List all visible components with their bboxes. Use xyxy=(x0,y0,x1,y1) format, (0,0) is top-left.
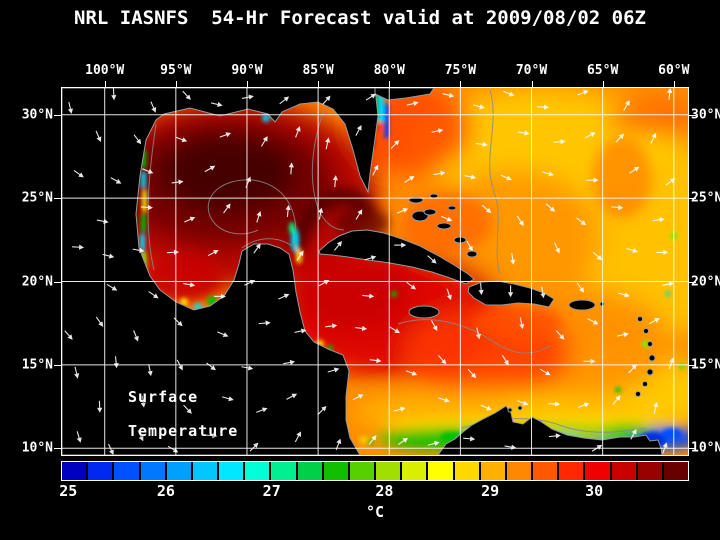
axis-tick xyxy=(318,81,320,88)
colorbar-tick-label: 30 xyxy=(585,482,604,500)
lat-label: 15°N xyxy=(691,357,720,373)
overlay-label-temperature: Temperature xyxy=(128,422,239,440)
contour-lines xyxy=(147,89,647,433)
axis-tick xyxy=(54,198,61,200)
land-cuba xyxy=(318,229,475,285)
sst-field xyxy=(62,88,688,455)
lon-label: 75°W xyxy=(444,63,477,78)
axis-tick xyxy=(54,114,61,116)
colorbar-segment xyxy=(62,462,87,480)
axis-tick xyxy=(104,81,106,88)
axis-tick xyxy=(54,448,61,450)
axis-tick xyxy=(689,281,696,283)
axis-tick xyxy=(175,81,177,88)
axis-tick xyxy=(54,281,61,283)
colorbar xyxy=(61,461,689,481)
axis-tick xyxy=(246,81,248,88)
axis-tick xyxy=(689,448,696,450)
colorbar-segment xyxy=(245,462,270,480)
colorbar-segment xyxy=(349,462,375,480)
lon-label: 65°W xyxy=(586,63,619,78)
axis-tick xyxy=(673,81,675,88)
lat-label: 30°N xyxy=(21,107,53,123)
colorbar-tick-label: 28 xyxy=(375,482,394,500)
lon-label: 60°W xyxy=(658,63,690,78)
colorbar-segment xyxy=(192,462,218,480)
lat-label: 10°N xyxy=(691,440,720,456)
lon-axis: 100°W 95°W 90°W 85°W 80°W 75°W 70°W 65°W 60°W xyxy=(0,63,720,79)
lon-label: 70°W xyxy=(515,63,548,78)
figure-title: NRL IASNFS 54-Hr Forecast valid at 2009/… xyxy=(74,7,646,29)
colorbar-tick-label: 27 xyxy=(262,482,281,500)
colorbar-segment xyxy=(663,462,689,480)
map-frame: Surface Temperature xyxy=(61,87,689,456)
land-puerto-rico xyxy=(568,299,596,311)
colorbar-segment xyxy=(219,462,244,480)
lat-label: 25°N xyxy=(691,190,720,206)
lat-label: 30°N xyxy=(691,107,720,123)
lat-axis-right: 30°N 25°N 20°N 15°N 10°N xyxy=(691,0,720,540)
grid-lines xyxy=(62,88,688,455)
colorbar-segment xyxy=(402,462,427,480)
colorbar-segment xyxy=(637,462,662,480)
lat-axis-left: 30°N 25°N 20°N 15°N 10°N xyxy=(0,0,56,540)
axis-tick xyxy=(54,364,61,366)
colorbar-unit-label: °C xyxy=(365,503,385,521)
colorbar-segment xyxy=(559,462,584,480)
colorbar-segment xyxy=(166,462,191,480)
colorbar-labels: 25 26 27 28 29 30 xyxy=(0,482,720,502)
colorbar-segment xyxy=(88,462,113,480)
colorbar-segment xyxy=(533,462,558,480)
lat-label: 25°N xyxy=(21,190,53,206)
colorbar-segment xyxy=(114,462,139,480)
wind-vectors xyxy=(64,88,676,455)
colorbar-segment xyxy=(271,462,296,480)
land-jamaica xyxy=(408,305,440,319)
lon-label: 90°W xyxy=(231,63,263,78)
colorbar-segment xyxy=(454,462,479,480)
land-south-america xyxy=(437,405,663,455)
colorbar-tick-label: 29 xyxy=(481,482,500,500)
axis-tick xyxy=(460,81,462,88)
colorbar-segment xyxy=(506,462,532,480)
lat-label: 20°N xyxy=(691,274,720,289)
colorbar-tick-label: 25 xyxy=(59,482,78,500)
lon-label: 95°W xyxy=(160,63,192,78)
colorbar-tick-label: 26 xyxy=(156,482,175,500)
lat-label: 15°N xyxy=(21,357,53,373)
colorbar-segment xyxy=(323,462,348,480)
overlay-label-surface: Surface xyxy=(128,388,199,406)
lon-label: 100°W xyxy=(85,63,125,78)
colorbar-segment xyxy=(480,462,505,480)
colorbar-segment xyxy=(376,462,401,480)
lat-label: 10°N xyxy=(21,440,53,456)
colorbar-segment xyxy=(297,462,322,480)
axis-tick xyxy=(389,81,391,88)
sst-map-svg xyxy=(62,88,688,455)
axis-tick xyxy=(531,81,533,88)
axis-tick xyxy=(602,81,604,88)
axis-tick xyxy=(689,114,696,116)
axis-tick xyxy=(689,364,696,366)
land-north-central-america xyxy=(62,88,379,455)
colorbar-segment xyxy=(428,462,453,480)
lon-label: 80°W xyxy=(373,63,405,78)
axis-tick xyxy=(689,198,696,200)
lon-label: 85°W xyxy=(302,63,334,78)
colorbar-segment xyxy=(140,462,165,480)
colorbar-segment xyxy=(611,462,636,480)
lat-label: 20°N xyxy=(21,274,53,289)
colorbar-segment xyxy=(585,462,610,480)
